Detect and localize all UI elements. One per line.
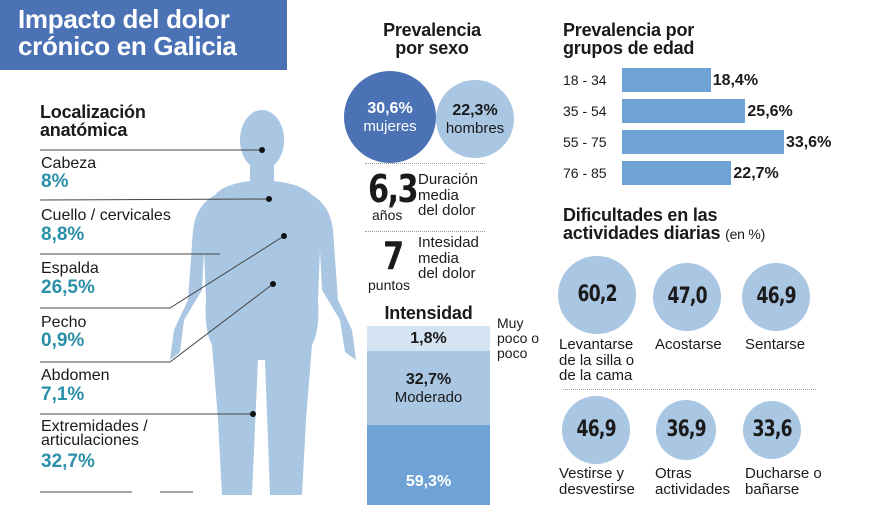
heading-line: anatómica [40,120,128,140]
loc-value-cuello: 8,8% [41,224,85,245]
marker-dot [266,196,272,202]
intensidad-leve-label: Muy poco o poco [497,315,540,361]
segment-label: Moderado [394,388,463,406]
segment-value: 59,3% [405,473,452,490]
difficulty-bubble: 47,0 [652,262,722,332]
loc-value-abdomen: 7,1% [41,384,85,405]
divider [365,231,485,232]
loc-label-pecho: Pecho [41,314,87,331]
marker-dot [270,281,276,287]
mujeres-circle: 30,6% mujeres [344,71,436,163]
divider [365,163,485,164]
duracion-value: 6,3 [368,167,419,211]
dificultades-unit: (en %) [725,226,766,242]
age-value-label: 18,4% [712,72,759,89]
title-banner: Impacto del dolor crónico en Galicia [0,0,287,70]
difficulty-value: 33,6 [752,417,792,443]
difficulty-label: Otras actividades [655,465,731,498]
label-line: del dolor [418,265,476,282]
difficulty-label: Levantarse de la silla o de la cama [559,336,635,384]
intensidad-media-value: 7 [383,234,404,278]
label-line: Intesidad [418,234,479,251]
marker-dot [281,233,287,239]
difficulty-value: 46,9 [756,284,796,310]
sexo-heading: Prevalencia por sexo [362,21,502,57]
difficulty-label: Vestirse y desvestirse [559,465,635,498]
divider [563,389,816,390]
intensidad-heading: Intensidad [384,303,473,323]
difficulty-value: 60,2 [577,282,617,308]
intensidad-media-label: Intesidad media del dolor [418,235,479,282]
title-line: crónico en Galicia [18,31,237,61]
loc-value-cabeza: 8% [41,171,69,192]
difficulty-bubble: 46,9 [741,262,811,332]
mujeres-label: mujeres [363,117,417,135]
loc-label-cabeza: Cabeza [41,155,97,172]
difficulty-bubble: 46,9 [561,395,631,465]
age-value-label: 33,6% [785,134,832,151]
hombres-label: hombres [445,119,505,137]
duracion-label: Duración media del dolor [418,172,478,219]
heading-line: Prevalencia [383,20,481,40]
label-line: media [418,249,459,267]
duracion-unit: años [372,207,403,223]
loc-label-abdomen: Abdomen [41,367,110,384]
difficulty-value: 47,0 [667,284,707,310]
age-bar [622,130,784,154]
heading-line: por sexo [395,38,469,58]
difficulty-label: Sentarse [745,336,806,353]
age-bar [622,161,732,185]
age-bar [622,99,746,123]
age-label: 35 - 54 [563,103,607,119]
heading-line: Localización [40,102,146,122]
marker-dot [259,147,265,153]
loc-label-espalda: Espalda [41,260,99,277]
edad-heading: Prevalencia por grupos de edad [563,20,695,58]
label-line: del dolor [418,202,476,219]
segment-value: 1,8% [410,329,447,347]
difficulty-value: 46,9 [576,417,616,443]
age-value-label: 22,7% [733,165,779,182]
age-bar [622,68,711,92]
difficulty-bubble: 60,2 [558,256,636,334]
difficulty-label: Acostarse [655,336,722,353]
mujeres-value: 30,6% [367,99,413,117]
difficulty-value: 36,9 [666,417,706,443]
intensidad-media-unit: puntos [368,277,411,293]
loc-value-extremidades: 32,7% [41,451,95,472]
age-label: 76 - 85 [563,165,607,181]
segment-value: 32,7% [405,370,452,388]
difficulty-bubble: 33,6 [743,401,801,459]
loc-label-cuello: Cuello / cervicales [41,207,171,224]
dificultades-heading: Dificultades en las actividades diarias … [563,206,793,243]
loc-label-extremidades: Extremidades / articulaciones [41,418,148,449]
intensidad-segment-moderado: 32,7% Moderado [367,351,490,425]
intensidad-segment-severo: 59,3% [367,425,490,505]
intensidad-segment-leve: 1,8% [367,326,490,351]
loc-value-pecho: 0,9% [41,330,85,351]
dificultades-title: Dificultades en las actividades diarias [563,205,721,243]
label-line: media [418,186,459,204]
marker-dot [250,411,256,417]
hombres-value: 22,3% [452,101,498,119]
age-value-label: 25,6% [747,103,793,120]
title-line: Impacto del dolor [18,4,230,34]
localizacion-heading: Localización anatómica [40,103,146,139]
hombres-circle: 22,3% hombres [436,80,514,158]
age-label: 18 - 34 [563,72,607,88]
loc-value-espalda: 26,5% [41,277,95,298]
difficulty-bubble: 36,9 [655,399,717,461]
label-line: Duración [418,171,479,188]
age-label: 55 - 75 [563,134,607,150]
difficulty-label: Ducharse o bañarse [745,465,822,498]
